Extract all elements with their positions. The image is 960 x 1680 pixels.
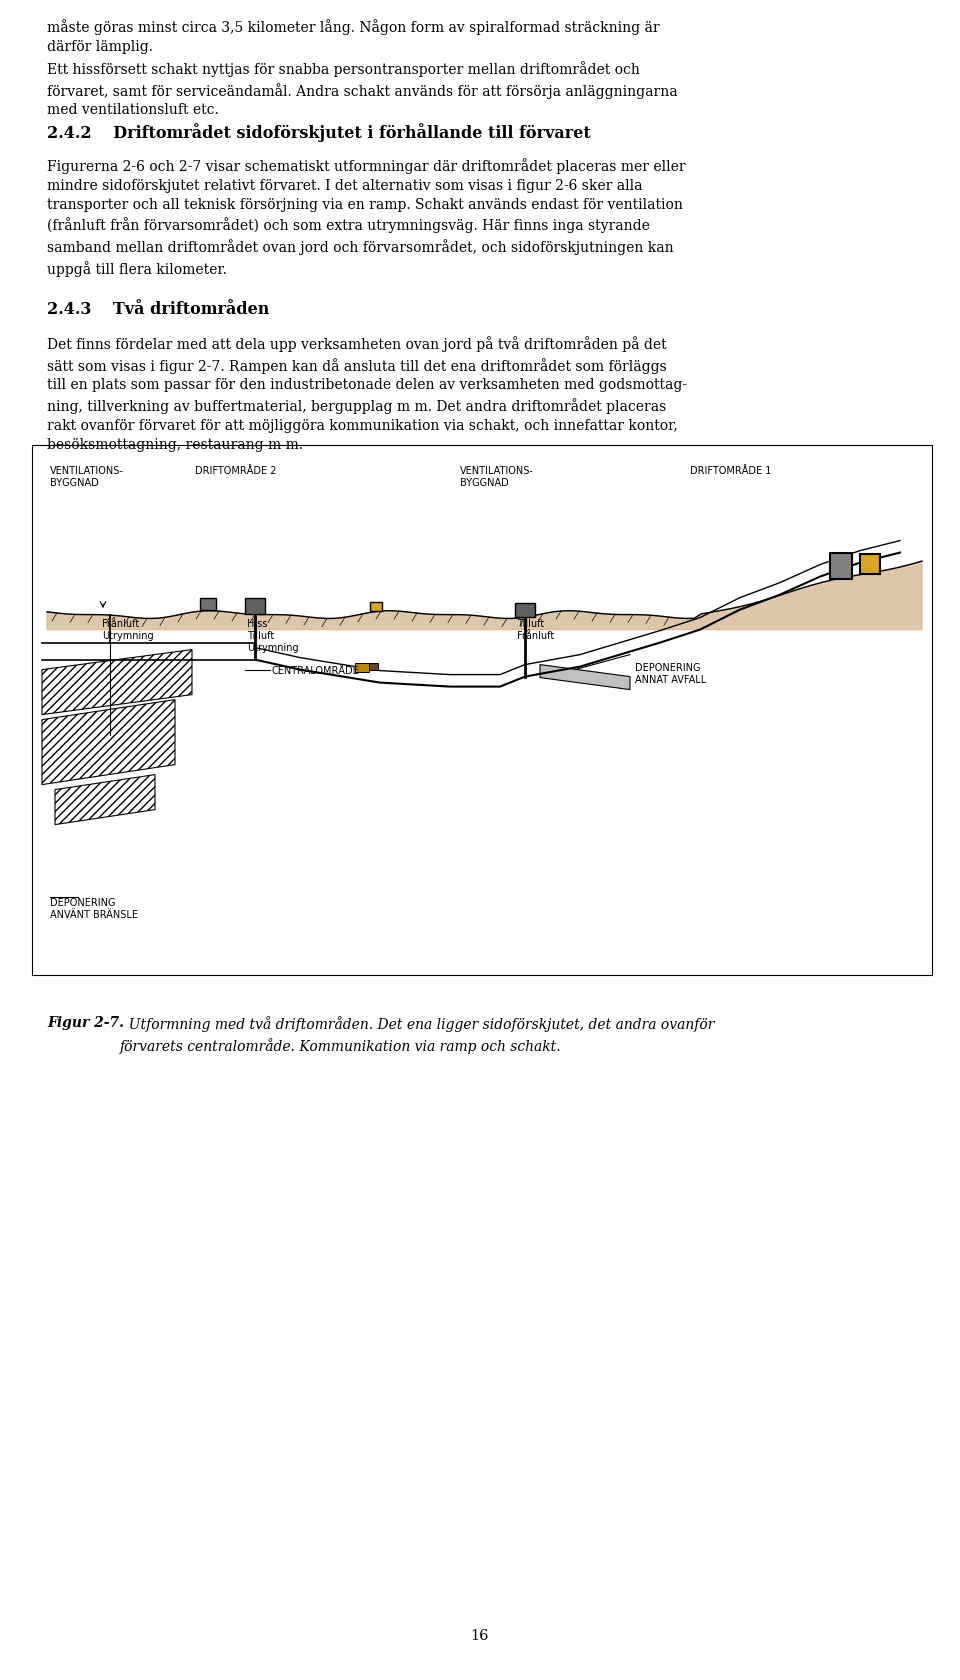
Bar <box>245 600 265 615</box>
Bar <box>369 664 378 670</box>
Polygon shape <box>47 561 922 630</box>
Polygon shape <box>540 665 630 690</box>
Bar <box>860 554 880 575</box>
Bar <box>370 603 382 612</box>
Text: Figur 2-7.: Figur 2-7. <box>47 1015 124 1030</box>
Text: Figurerna 2-6 och 2-7 visar schematiskt utformningar där driftområdet placeras m: Figurerna 2-6 och 2-7 visar schematiskt … <box>47 158 685 277</box>
Text: DRIFTOMRÅDE 2: DRIFTOMRÅDE 2 <box>195 465 276 475</box>
Bar <box>515 603 535 618</box>
Bar <box>830 554 852 580</box>
Text: Det finns fördelar med att dela upp verksamheten ovan jord på två driftområden p: Det finns fördelar med att dela upp verk… <box>47 336 687 452</box>
Text: 2.4.2  Driftområdet sidoförskjutet i förhållande till förvaret: 2.4.2 Driftområdet sidoförskjutet i förh… <box>47 123 590 141</box>
Text: DEPONERING
ANVÄNT BRÄNSLE: DEPONERING ANVÄNT BRÄNSLE <box>50 897 138 921</box>
Text: VENTILATIONS-
BYGGNAD: VENTILATIONS- BYGGNAD <box>460 465 534 487</box>
Text: DEPONERING
ANNAT AVFALL: DEPONERING ANNAT AVFALL <box>635 662 707 684</box>
Bar <box>32 445 932 976</box>
Text: 2.4.3  Två driftområden: 2.4.3 Två driftområden <box>47 301 270 318</box>
Text: 16: 16 <box>470 1628 490 1641</box>
Text: Frånluft
Utrymning: Frånluft Utrymning <box>102 618 154 640</box>
Text: VENTILATIONS-
BYGGNAD: VENTILATIONS- BYGGNAD <box>50 465 124 487</box>
Text: Hiss
Tilluft
Utrymning: Hiss Tilluft Utrymning <box>247 618 299 654</box>
Text: Utformning med två driftområden. Det ena ligger sidoförskjutet, det andra ovanfö: Utformning med två driftområden. Det ena… <box>120 1015 714 1053</box>
Text: måste göras minst circa 3,5 kilometer lång. Någon form av spiralformad sträcknin: måste göras minst circa 3,5 kilometer lå… <box>47 18 660 54</box>
Bar <box>355 664 369 672</box>
Text: Tilluft
Frånluft: Tilluft Frånluft <box>517 618 554 640</box>
Polygon shape <box>55 774 155 825</box>
Bar <box>200 598 216 612</box>
Text: DRIFTOMRÅDE 1: DRIFTOMRÅDE 1 <box>690 465 772 475</box>
Polygon shape <box>42 701 175 785</box>
Text: Ett hissförsett schakt nyttjas för snabba persontransporter mellan driftområdet : Ett hissförsett schakt nyttjas för snabb… <box>47 60 678 118</box>
Polygon shape <box>42 650 192 716</box>
Text: CENTRALOMRÅDE: CENTRALOMRÅDE <box>272 665 360 675</box>
